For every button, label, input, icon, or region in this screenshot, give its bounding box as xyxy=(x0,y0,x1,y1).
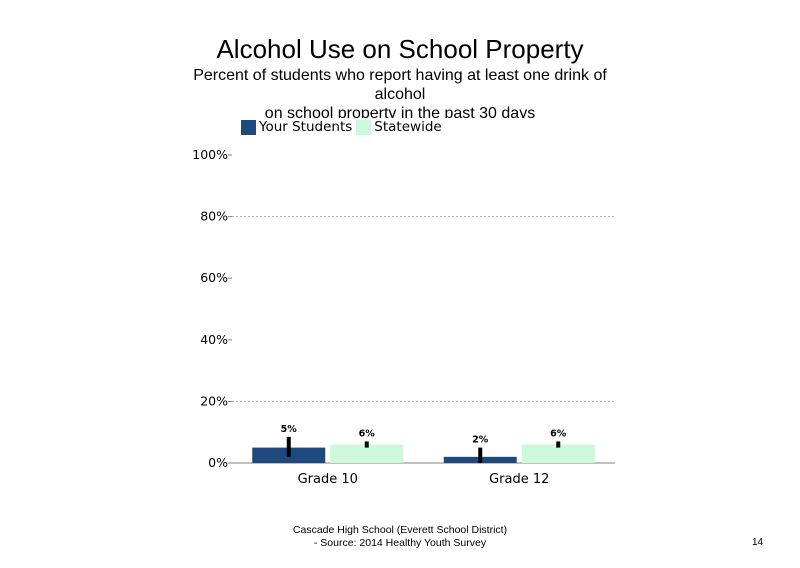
legend-item-your-students: Your Students xyxy=(241,119,352,135)
legend-label-statewide: Statewide xyxy=(374,119,442,135)
y-tick-label: 100% xyxy=(192,147,228,162)
data-label: 6% xyxy=(550,428,567,439)
footer-line-1: Cascade High School (Everett School Dist… xyxy=(292,524,508,536)
subtitle-line-2: alcohol xyxy=(374,86,426,103)
y-tick-label: 40% xyxy=(200,332,228,347)
legend-label-your-students: Your Students xyxy=(259,119,353,135)
data-label: 6% xyxy=(359,428,376,439)
subtitle-line-1: Percent of students who report having at… xyxy=(193,67,607,84)
footer-source: Cascade High School (Everett School Dist… xyxy=(250,524,550,550)
data-label: 2% xyxy=(472,435,489,446)
x-tick-label: Grade 12 xyxy=(489,472,549,487)
legend-swatch-your-students xyxy=(241,119,256,135)
bar-statewide-grade-10 xyxy=(330,444,404,463)
legend-item-statewide: Statewide xyxy=(356,119,442,135)
bar-statewide-grade-12 xyxy=(521,444,595,463)
chart-legend: Your Students Statewide xyxy=(241,118,446,136)
chart-subtitle: Percent of students who report having at… xyxy=(180,66,620,118)
page-number: 14 xyxy=(752,537,764,548)
y-tick-label: 80% xyxy=(200,209,228,224)
y-tick-label: 20% xyxy=(200,393,228,408)
data-label: 5% xyxy=(281,424,298,435)
subtitle-line-3: on school property in the past 30 days xyxy=(264,105,536,118)
y-tick-label: 60% xyxy=(200,270,228,285)
chart-title: Alcohol Use on School Property xyxy=(216,34,584,64)
x-tick-label: Grade 10 xyxy=(298,472,358,487)
legend-swatch-statewide xyxy=(356,119,372,135)
y-tick-label: 0% xyxy=(208,455,228,470)
footer-line-2: - Source: 2014 Healthy Youth Survey xyxy=(313,537,487,549)
